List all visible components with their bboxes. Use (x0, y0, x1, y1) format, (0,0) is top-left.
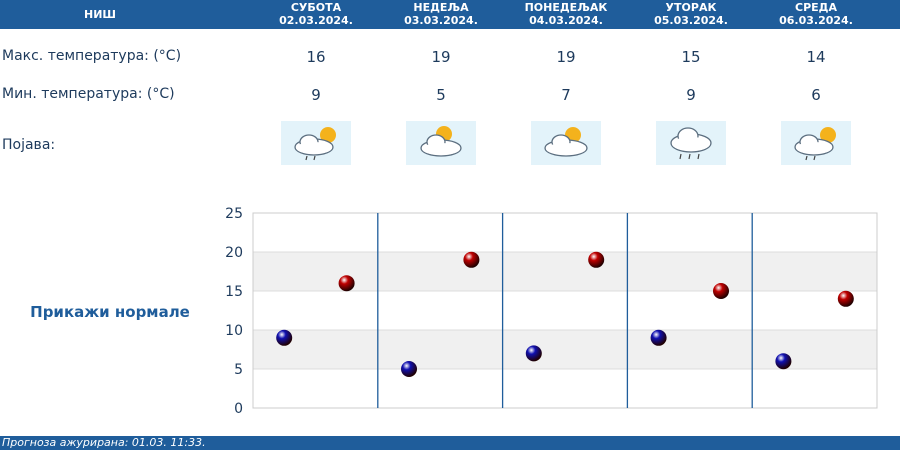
max-temp-point (837, 290, 854, 307)
grid-band (253, 291, 877, 330)
rain-cloud-icon (656, 121, 726, 165)
max-temp-value: 16 (306, 48, 326, 66)
day-header: СУБОТА 02.03.2024. (279, 1, 353, 27)
min-temp-point (401, 361, 417, 377)
y-tick-label: 5 (234, 362, 243, 378)
grid-band (253, 330, 877, 369)
day-header: НЕДЕЉА 03.03.2024. (404, 1, 478, 27)
phenomenon-label: Појава: (2, 137, 56, 153)
forecast-header: НИШ СУБОТА 02.03.2024. НЕДЕЉА 03.03.2024. … (0, 0, 900, 29)
updated-text: Прогноза ажурирана: 01.03. 11:33. (2, 436, 206, 449)
min-temp-value: 5 (436, 86, 446, 104)
grid-band (253, 369, 877, 408)
partly-cloudy-icon (406, 121, 476, 165)
min-temp-value: 9 (686, 86, 696, 104)
temperature-chart: 0 5 10 15 20 25 (225, 206, 878, 415)
min-temp-label: Мин. температура: (°C) (2, 86, 175, 102)
partly-cloudy-rain-icon (781, 121, 851, 165)
min-temp-value: 7 (561, 86, 571, 104)
max-temp-label: Макс. температура: (°C) (2, 48, 182, 64)
max-temp-point (338, 275, 355, 292)
y-tick-label: 10 (225, 323, 243, 339)
day-header: СРЕДА 06.03.2024. (779, 1, 853, 27)
partly-cloudy-icon (531, 121, 601, 165)
max-temp-value: 14 (806, 48, 826, 66)
day-header: ПОНЕДЕЉАК 04.03.2024. (524, 1, 608, 27)
city-name: НИШ (83, 8, 116, 21)
day-header: УТОРАК 05.03.2024. (654, 1, 728, 27)
min-temp-point (276, 329, 293, 346)
y-tick-label: 20 (225, 245, 243, 261)
y-tick-label: 15 (225, 284, 243, 300)
max-temp-value: 19 (556, 48, 576, 66)
forecast-footer: Прогноза ажурирана: 01.03. 11:33. (0, 436, 900, 450)
min-temp-point (650, 329, 667, 346)
min-temp-point (775, 353, 792, 370)
y-tick-label: 0 (234, 401, 243, 415)
min-temp-value: 9 (311, 86, 321, 104)
max-temp-value: 19 (431, 48, 451, 66)
plot-frame (252, 212, 878, 409)
min-temp-value: 6 (811, 86, 821, 104)
grid-band (253, 252, 877, 291)
min-temp-point (525, 345, 542, 362)
show-normals-link[interactable]: Прикажи нормале (30, 303, 190, 321)
grid-band (253, 213, 877, 252)
max-temp-point (588, 251, 605, 268)
max-temp-value: 15 (681, 48, 701, 66)
max-temp-point (463, 251, 480, 268)
partly-cloudy-rain-icon (281, 121, 351, 165)
y-tick-label: 25 (225, 206, 243, 222)
max-temp-point (713, 283, 729, 299)
